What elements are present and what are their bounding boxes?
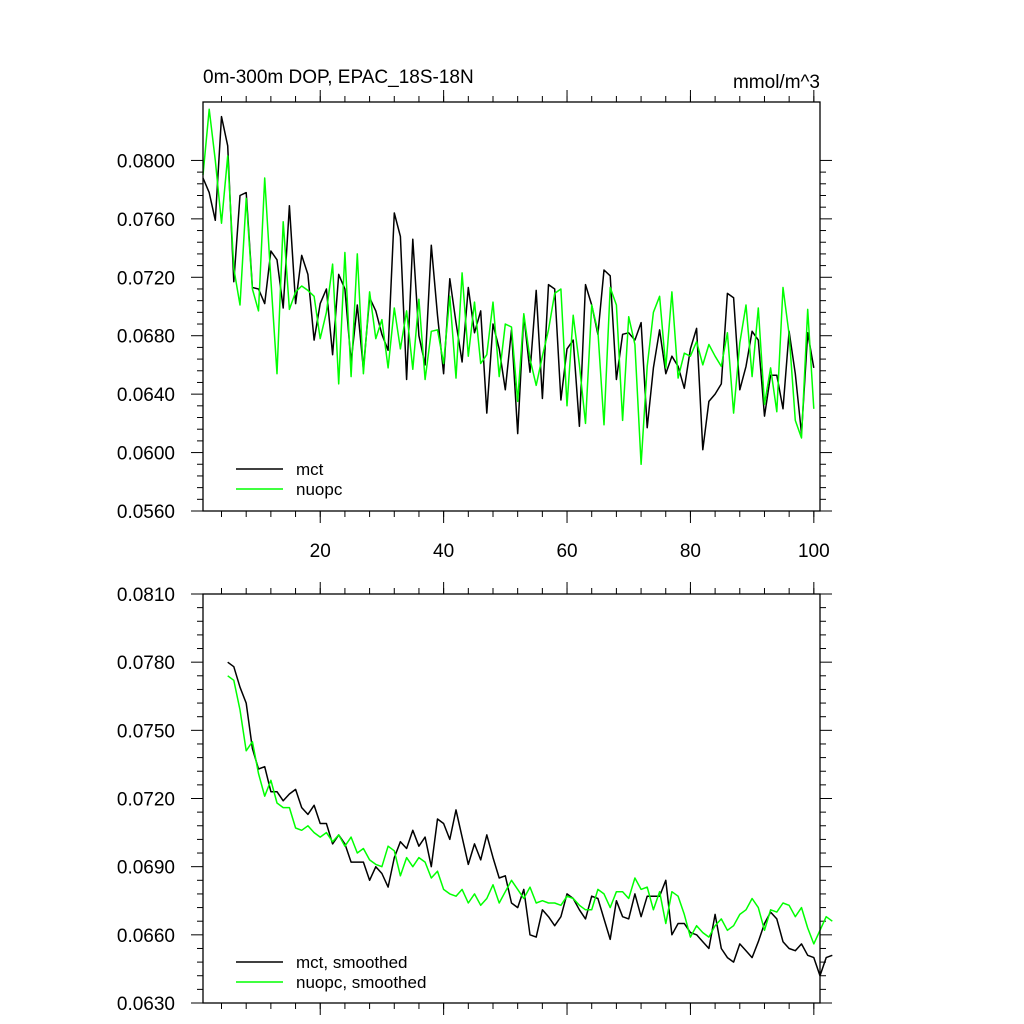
- y-tick-label: 0.0800: [117, 151, 175, 172]
- y-tick-label: 0.0690: [117, 858, 175, 879]
- y-tick-label: 0.0750: [117, 721, 175, 742]
- y-tick-label: 0.0760: [117, 210, 175, 231]
- y-tick-label: 0.0720: [117, 790, 175, 811]
- x-tick-label: 40: [433, 541, 454, 562]
- y-tick-label: 0.0600: [117, 444, 175, 465]
- bottom-legend: mct, smoothed nuopc, smoothed: [236, 953, 426, 992]
- y-tick-label: 0.0680: [117, 327, 175, 348]
- y-tick-label: 0.0720: [117, 268, 175, 289]
- y-tick-label: 0.0560: [117, 502, 175, 523]
- y-tick-label: 0.0630: [117, 994, 175, 1015]
- series-line-nuopc-smoothed: [227, 675, 833, 945]
- y-tick-label: 0.0640: [117, 385, 175, 406]
- top-axis-tick-labels: 20 40 60 80 100 0.0560 0.0600 0.0640 0.0680 0.072…: [117, 151, 830, 562]
- legend-label-mct: mct: [296, 460, 324, 479]
- bottom-axis-ticks: [191, 582, 832, 1015]
- x-tick-label: 100: [798, 541, 830, 562]
- top-plot-frame: [202, 101, 821, 512]
- x-tick-label: 80: [680, 541, 701, 562]
- y-tick-label: 0.0660: [117, 926, 175, 947]
- bottom-axis-tick-labels: 0.0630 0.0660 0.0690 0.0720 0.0750 0.0780 0.08…: [117, 585, 175, 1015]
- x-tick-label: 60: [556, 541, 577, 562]
- series-line-nuopc: [202, 108, 815, 466]
- bottom-series-lines: [227, 661, 833, 977]
- bottom-panel: 0.0630 0.0660 0.0690 0.0720 0.0750 0.0780 0.08…: [117, 582, 833, 1015]
- series-line-mct: [202, 115, 815, 451]
- top-axis-ticks: [191, 90, 832, 523]
- top-series-lines: [202, 108, 815, 466]
- y-tick-label: 0.0810: [117, 585, 175, 606]
- top-chart-title: 0m-300m DOP, EPAC_18S-18N: [203, 67, 474, 88]
- series-line-mct-smoothed: [227, 661, 833, 977]
- top-panel: 0m-300m DOP, EPAC_18S-18N mmol/m^3 20 40 6…: [117, 67, 832, 562]
- top-chart-units: mmol/m^3: [733, 72, 820, 93]
- legend-label-nuopc-smoothed: nuopc, smoothed: [296, 973, 426, 992]
- legend-label-mct-smoothed: mct, smoothed: [296, 953, 408, 972]
- top-legend: mct nuopc: [236, 460, 343, 499]
- legend-label-nuopc: nuopc: [296, 480, 343, 499]
- x-tick-label: 20: [310, 541, 331, 562]
- bottom-plot-frame: [202, 593, 821, 1004]
- y-tick-label: 0.0780: [117, 653, 175, 674]
